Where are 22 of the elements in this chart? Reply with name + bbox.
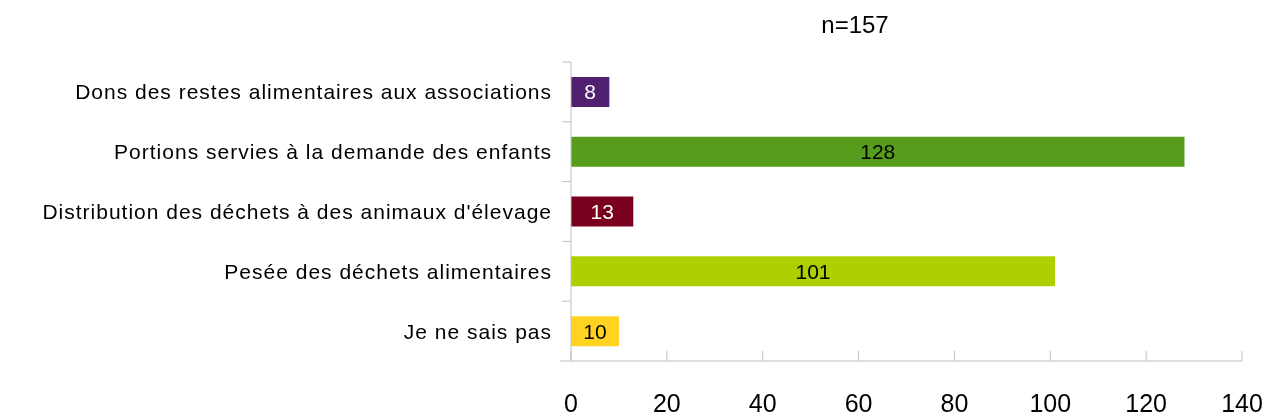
x-tick-label: 80 xyxy=(940,389,969,416)
x-tick-label: 100 xyxy=(1029,389,1072,416)
data-label: 128 xyxy=(860,140,896,164)
y-tick-label: Portions servies à la demande des enfants xyxy=(114,140,552,164)
bar xyxy=(571,256,1056,287)
data-label: 10 xyxy=(583,319,607,343)
y-tick-label: Dons des restes alimentaires aux associations xyxy=(75,80,552,104)
chart-title: n=157 xyxy=(821,11,889,38)
data-label: 13 xyxy=(590,200,614,224)
y-tick-label: Distribution des déchets à des animaux d'élevage xyxy=(42,200,552,223)
data-label: 101 xyxy=(795,259,831,283)
data-label: 8 xyxy=(584,80,597,104)
x-tick-label: 0 xyxy=(564,389,578,416)
x-tick-label: 60 xyxy=(844,389,873,416)
x-tick-label: 140 xyxy=(1221,389,1263,416)
bar xyxy=(571,196,634,227)
y-tick-label: Pesée des déchets alimentaires xyxy=(224,259,552,283)
y-tick-label: Je ne sais pas xyxy=(403,319,552,343)
bar xyxy=(571,136,1185,167)
x-tick-label: 40 xyxy=(748,389,777,416)
x-tick-label: 20 xyxy=(652,389,681,416)
x-tick-label: 120 xyxy=(1125,389,1167,416)
